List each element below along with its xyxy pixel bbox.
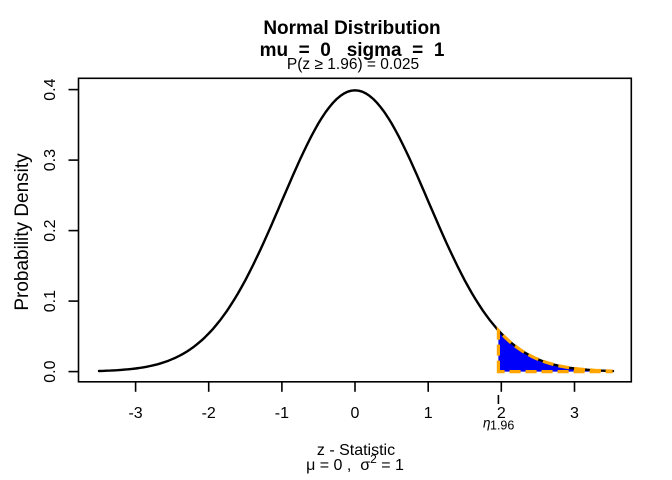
svg-text:-3: -3: [128, 405, 142, 422]
svg-text:1.96: 1.96: [490, 419, 514, 433]
svg-text:0.3: 0.3: [42, 149, 59, 171]
svg-text:η: η: [483, 416, 491, 431]
svg-text:2: 2: [497, 405, 506, 422]
svg-text:0.1: 0.1: [42, 290, 59, 312]
svg-text:-2: -2: [202, 405, 216, 422]
svg-text:P(z ≥ 1.96) = 0.025: P(z ≥ 1.96) = 0.025: [287, 56, 419, 73]
svg-text:3: 3: [570, 405, 579, 422]
svg-text:0: 0: [351, 405, 360, 422]
svg-text:0.4: 0.4: [42, 78, 59, 100]
svg-text:Probability Density: Probability Density: [12, 153, 33, 311]
svg-text:1: 1: [424, 405, 433, 422]
svg-text:0.2: 0.2: [42, 219, 59, 241]
svg-text:Normal Distribution: Normal Distribution: [263, 18, 440, 39]
svg-text:0.0: 0.0: [42, 360, 59, 382]
svg-text:-1: -1: [275, 405, 289, 422]
svg-text:μ = 0 , σ2 = 1: μ = 0 , σ2 = 1: [306, 452, 404, 474]
svg-text:z - Statistic: z - Statistic: [317, 442, 395, 459]
svg-text:mu = 0 sigma = 1: mu = 0 sigma = 1: [260, 40, 445, 61]
